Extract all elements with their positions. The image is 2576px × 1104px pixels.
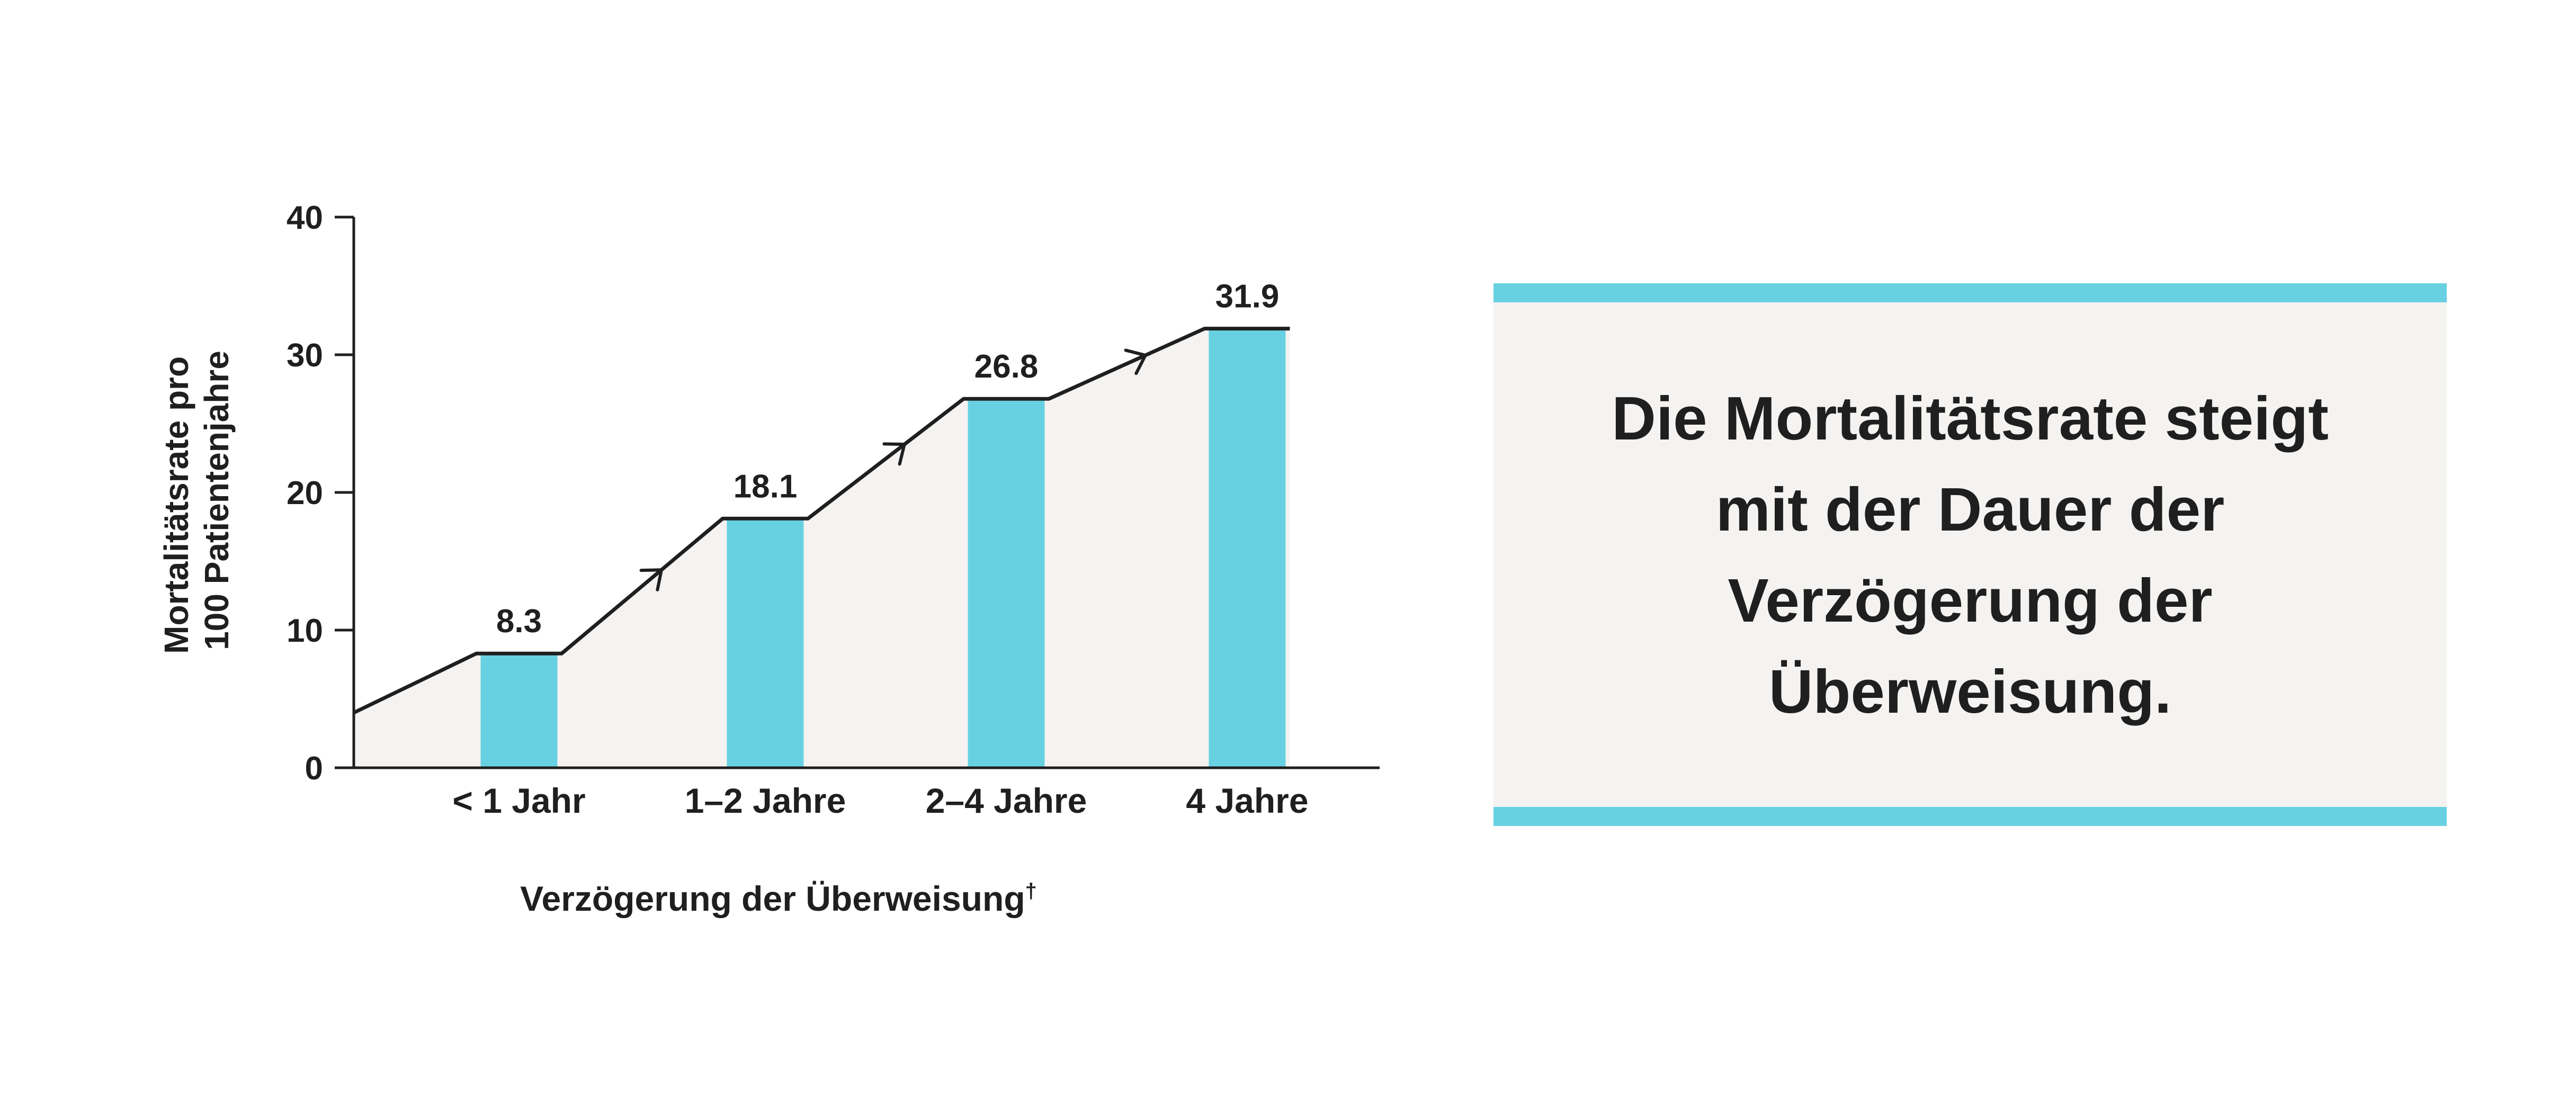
- bar-4: [1209, 328, 1286, 768]
- y-tick-label-30: 30: [287, 337, 323, 374]
- x-tick-label-2: 1–2 Jahre: [685, 781, 846, 820]
- y-tick-label-10: 10: [287, 613, 323, 649]
- trend-arrow-3: [1124, 348, 1147, 375]
- trend-line: [353, 327, 1290, 715]
- bar-3: [968, 399, 1045, 768]
- y-axis-title: Mortalitätsrate pro 100 Patientenjahre: [157, 347, 236, 654]
- x-tick-label-3: 2–4 Jahre: [926, 781, 1087, 820]
- trend-arrow-2: [882, 442, 906, 466]
- callout-line-3: Verzögerung der: [1728, 566, 2213, 635]
- y-axis-title-line-1: Mortalitätsrate pro: [157, 356, 195, 654]
- data-label-1: 8.3: [496, 603, 542, 640]
- callout-line-2: mit der Dauer der: [1715, 474, 2225, 544]
- shaded-area: [354, 328, 1290, 768]
- trend-arrow-1: [639, 568, 663, 591]
- callout-text: Die Mortalitätsrate steigt mit der Dauer…: [1536, 373, 2404, 737]
- bar-1: [480, 653, 558, 768]
- x-axis-title: Verzögerung der Überweisung†: [520, 879, 1037, 918]
- x-tick-label-4: 4 Jahre: [1186, 781, 1308, 820]
- bar-2: [727, 518, 804, 768]
- callout-line-1: Die Mortalitätsrate steigt: [1612, 383, 2329, 453]
- data-label-3: 26.8: [974, 348, 1039, 385]
- callout-box: Die Mortalitätsrate steigt mit der Dauer…: [1493, 283, 2447, 826]
- bar-chart: 0 10 20 30 40 < 1 Jahr 1–2 Jahre 2–4 Jahre 4 Jah…: [157, 200, 1380, 918]
- y-axis-title-line-2: 100 Patientenjahre: [198, 351, 236, 650]
- x-tick-label-1: < 1 Jahr: [452, 781, 585, 820]
- data-label-2: 18.1: [734, 468, 798, 505]
- data-label-4: 31.9: [1215, 279, 1280, 315]
- y-tick-label-40: 40: [287, 200, 323, 236]
- x-axis-title-marker: †: [1025, 879, 1037, 903]
- y-tick-label-0: 0: [305, 750, 323, 787]
- y-tick-label-20: 20: [287, 475, 323, 511]
- callout-line-4: Überweisung.: [1768, 657, 2172, 726]
- x-axis-title-text: Verzögerung der Überweisung: [520, 879, 1025, 918]
